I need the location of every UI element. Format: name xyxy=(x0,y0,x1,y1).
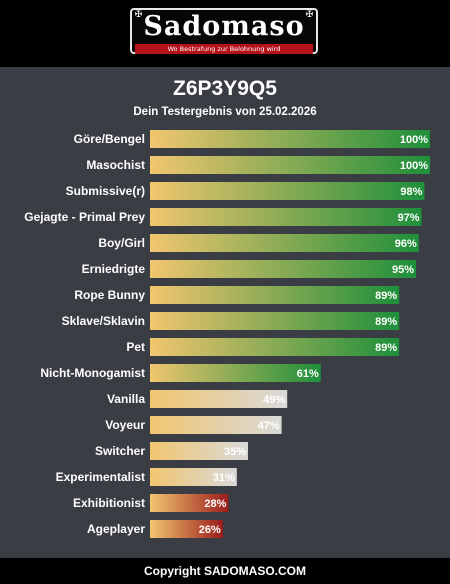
category-label: Göre/Bengel xyxy=(74,132,145,146)
category-label: Submissive(r) xyxy=(66,184,145,198)
result-bar xyxy=(150,390,288,408)
value-label: 96% xyxy=(395,238,417,250)
result-bar xyxy=(150,130,430,148)
category-label: Masochist xyxy=(86,158,145,172)
category-label: Ageplayer xyxy=(87,522,145,536)
result-bar xyxy=(150,416,282,434)
logo-tagline: Wo Bestrafung zur Belohnung wird xyxy=(135,44,313,54)
result-code: Z6P3Y9Q5 xyxy=(173,77,277,100)
value-label: 47% xyxy=(258,420,280,432)
result-bar xyxy=(150,494,229,512)
result-bar xyxy=(150,312,400,330)
result-bar xyxy=(150,286,400,304)
value-label: 61% xyxy=(297,368,319,380)
result-bar xyxy=(150,234,419,252)
result-bar xyxy=(150,338,400,356)
category-label: Voyeur xyxy=(105,418,145,432)
logo-wordmark: Sadomaso xyxy=(143,11,305,42)
site-logo[interactable]: ✠ ✠ Sadomaso Wo Bestrafung zur Belohnung… xyxy=(130,8,318,54)
category-label: Sklave/Sklavin xyxy=(62,314,145,328)
category-label: Experimentalist xyxy=(56,470,145,484)
site-header: ✠ ✠ Sadomaso Wo Bestrafung zur Belohnung… xyxy=(0,0,450,67)
category-label: Boy/Girl xyxy=(98,236,145,250)
result-bar xyxy=(150,468,237,486)
category-label: Pet xyxy=(126,340,145,354)
value-label: 31% xyxy=(213,472,235,484)
value-label: 26% xyxy=(199,524,221,536)
value-label: 100% xyxy=(400,160,428,172)
result-bar xyxy=(150,520,223,538)
result-bar xyxy=(150,156,430,174)
category-label: Erniedrigte xyxy=(82,262,146,276)
result-bar xyxy=(150,364,321,382)
value-label: 49% xyxy=(263,394,285,406)
result-bar xyxy=(150,208,422,226)
category-label: Gejagte - Primal Prey xyxy=(24,210,145,224)
result-bar xyxy=(150,442,248,460)
result-bar xyxy=(150,260,416,278)
result-subtitle: Dein Testergebnis von 25.02.2026 xyxy=(133,106,317,118)
value-label: 98% xyxy=(400,186,422,198)
value-label: 89% xyxy=(375,290,397,302)
value-label: 89% xyxy=(375,342,397,354)
category-label: Vanilla xyxy=(107,392,145,406)
category-label: Exhibitionist xyxy=(73,496,145,510)
value-label: 28% xyxy=(204,498,226,510)
category-label: Nicht-Monogamist xyxy=(40,366,145,380)
value-label: 97% xyxy=(398,212,420,224)
category-label: Rope Bunny xyxy=(74,288,145,302)
maltese-cross-icon: ✠ xyxy=(134,10,143,20)
result-bar xyxy=(150,182,425,200)
value-label: 89% xyxy=(375,316,397,328)
value-label: 35% xyxy=(224,446,246,458)
value-label: 95% xyxy=(392,264,414,276)
result-bar-chart: Göre/Bengel 100% Masochist 100% Submissive(r… xyxy=(24,130,430,538)
maltese-cross-icon: ✠ xyxy=(305,10,314,20)
category-label: Switcher xyxy=(95,444,145,458)
footer-copyright: Copyright SADOMASO.COM xyxy=(0,558,450,584)
value-label: 100% xyxy=(400,134,428,146)
